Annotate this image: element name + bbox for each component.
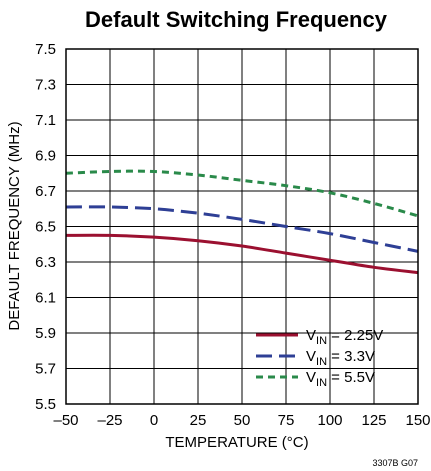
x-tick-label: 150 bbox=[405, 412, 430, 429]
series-line-1 bbox=[65, 233, 419, 275]
y-tick-label: 6.3 bbox=[35, 254, 56, 271]
y-tick-label: 5.5 bbox=[35, 396, 56, 413]
y-tick-label: 7.1 bbox=[35, 112, 56, 129]
legend-label: VIN = 5.5V bbox=[306, 369, 375, 389]
x-tick-label: 125 bbox=[361, 412, 386, 429]
y-tick-label: 6.5 bbox=[35, 219, 56, 236]
y-tick-label: 6.9 bbox=[35, 148, 56, 165]
y-tick-label: 7.3 bbox=[35, 77, 56, 94]
legend-label: VIN = 2.25V bbox=[306, 327, 383, 347]
series-lines bbox=[65, 169, 419, 275]
x-tick-label: –25 bbox=[97, 412, 122, 429]
y-tick-label: 5.7 bbox=[35, 361, 56, 378]
y-tick-label: 7.5 bbox=[35, 41, 56, 58]
y-tick-label: 6.7 bbox=[35, 183, 56, 200]
y-tick-labels: 5.5 5.7 5.9 6.1 6.3 6.5 6.7 6.9 7.1 7.3 7.5 bbox=[35, 41, 56, 413]
x-tick-label: 0 bbox=[150, 412, 158, 429]
x-tick-label: 100 bbox=[317, 412, 342, 429]
y-axis-label: DEFAULT FREQUENCY (MHz) bbox=[6, 121, 23, 330]
x-tick-label: 25 bbox=[190, 412, 207, 429]
x-tick-labels: –50 –25 0 25 50 75 100 125 150 bbox=[53, 412, 430, 429]
y-tick-label: 6.1 bbox=[35, 290, 56, 307]
chart-title: Default Switching Frequency bbox=[85, 7, 388, 32]
series-line-2 bbox=[65, 205, 419, 253]
plot-frame bbox=[65, 48, 419, 405]
y-tick-label: 5.9 bbox=[35, 325, 56, 342]
x-tick-label: –50 bbox=[53, 412, 78, 429]
x-tick-label: 75 bbox=[278, 412, 295, 429]
legend-label: VIN = 3.3V bbox=[306, 348, 375, 368]
x-tick-label: 50 bbox=[234, 412, 251, 429]
figure-code: 3307B G07 bbox=[372, 458, 418, 468]
x-axis-label: TEMPERATURE (°C) bbox=[165, 434, 308, 451]
